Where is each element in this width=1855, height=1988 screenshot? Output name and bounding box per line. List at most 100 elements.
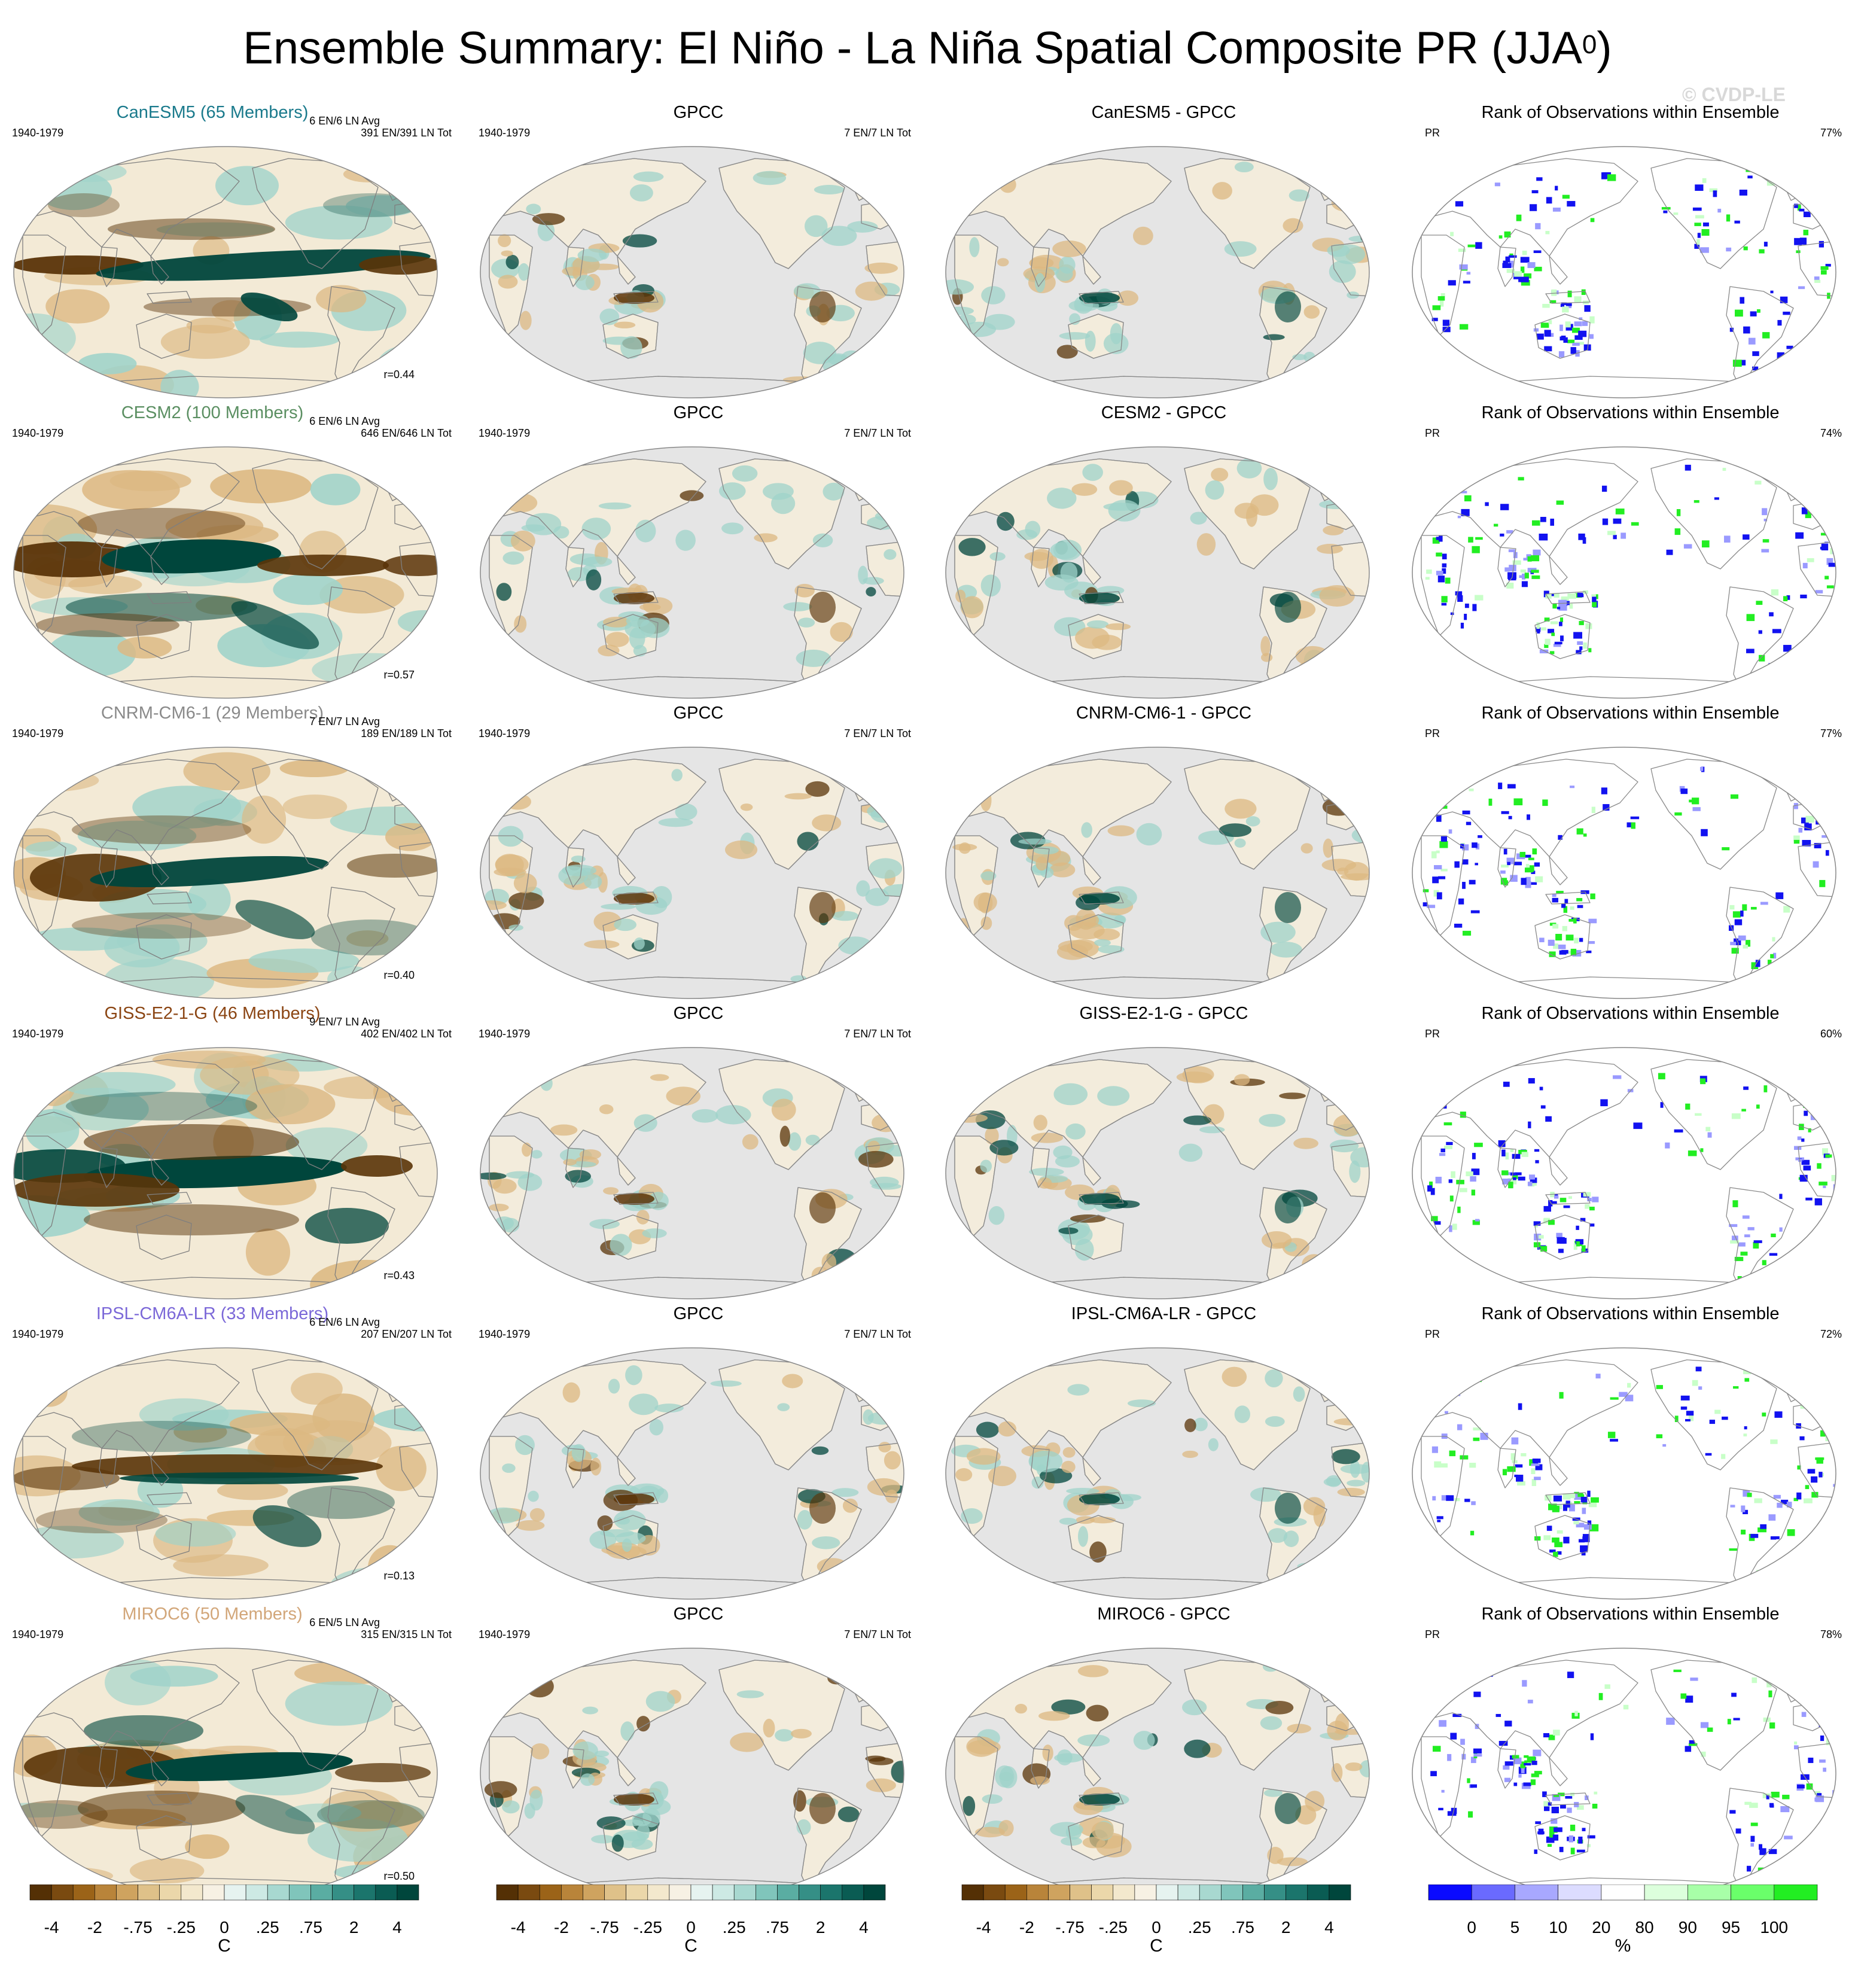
rank-percent: 78% [1820, 1628, 1842, 1640]
rank-cell [1631, 822, 1635, 829]
rank-cell [1732, 1200, 1738, 1207]
rank-cell [1506, 857, 1515, 863]
coastline-indonesia [147, 1792, 192, 1806]
map-border [13, 146, 438, 398]
rank-cell [1543, 1205, 1551, 1212]
coastline-india [99, 1448, 118, 1488]
rank-cell [1474, 472, 1478, 478]
rank-cell [1569, 603, 1573, 609]
rank-cell [1741, 1109, 1746, 1112]
rank-cell [1561, 903, 1566, 908]
obs-count-tot: 7 EN/7 LN Tot [844, 127, 911, 139]
rank-cell [1771, 589, 1779, 596]
rank-cell [1588, 941, 1595, 944]
land-anomaly [581, 556, 613, 567]
rank-cell [1709, 1420, 1716, 1424]
rank-cell [1432, 305, 1441, 310]
land-anomaly [845, 981, 862, 988]
land-anomaly [1287, 1724, 1312, 1734]
rank-cell [1570, 786, 1575, 788]
rank-cell [1743, 945, 1749, 949]
coastline-indonesia [147, 1492, 192, 1505]
rank-cell [1427, 905, 1436, 908]
rank-cell [1459, 324, 1469, 330]
anomaly-patch [60, 1071, 176, 1097]
coastline-australia [136, 1815, 192, 1861]
colorbar-tick-label: 100 [1760, 1918, 1789, 1937]
rank-panel-title: Rank of Observations within Ensemble [1481, 1004, 1780, 1023]
rank-cell [1722, 1416, 1728, 1420]
rank-cell [1589, 334, 1594, 339]
rank-cell [1701, 540, 1710, 548]
rank-cell [1451, 1171, 1455, 1178]
rank-cell [1729, 327, 1734, 332]
model-map [12, 145, 439, 400]
anomaly-blob [287, 1485, 395, 1519]
land-anomaly [614, 1509, 646, 1530]
rank-cell [1760, 1524, 1767, 1529]
rank-cell [1762, 332, 1770, 339]
rank-cell [1443, 1122, 1452, 1126]
coastline-seasia [1082, 556, 1101, 585]
rank-cell [1730, 942, 1737, 945]
rank-cell [1822, 1109, 1828, 1113]
coastline-seasia [1082, 1757, 1101, 1786]
land-anomaly [598, 644, 620, 657]
anomaly-patch [245, 1228, 291, 1276]
rank-panel: Rank of Observations within Ensemble PR 72… [1399, 1303, 1855, 1604]
land-anomaly [1262, 1661, 1279, 1672]
difference-map [944, 446, 1371, 700]
composite-count-tot: 391 EN/391 LN Tot [361, 127, 452, 139]
rank-cell [1450, 1733, 1457, 1740]
land-anomaly [1260, 653, 1273, 662]
land-anomaly [1349, 1160, 1361, 1183]
rank-cell [1519, 851, 1526, 857]
rank-cell [1762, 508, 1768, 516]
rank-cell [1462, 859, 1469, 865]
rank-cell [1542, 303, 1550, 308]
land-anomaly [521, 524, 546, 532]
anomaly-blob [335, 1763, 431, 1782]
rank-cell [1661, 207, 1671, 210]
land-anomaly [775, 1729, 794, 1742]
rank-cell [1587, 1198, 1592, 1202]
rank-cell [1729, 1224, 1738, 1227]
land-anomaly [847, 221, 878, 233]
rank-cell [1568, 1504, 1575, 1512]
amazon-anomaly [809, 1793, 836, 1824]
panel-row: CESM2 (100 Members) 1940-1979 6 EN/6 LN Av… [0, 402, 1855, 703]
rank-cell [1513, 1782, 1518, 1786]
rank-cell [1519, 575, 1525, 578]
coastline-india [565, 246, 584, 287]
rank-cell [1543, 1801, 1550, 1807]
rank-cell [1545, 1116, 1552, 1122]
difference-panel-title: CESM2 - GPCC [1101, 403, 1227, 422]
coastline-africa [954, 1135, 998, 1237]
rank-cell [1685, 1418, 1690, 1421]
coastline-india [565, 1448, 584, 1488]
land-anomaly [1105, 623, 1131, 631]
rank-cell [1831, 1175, 1836, 1182]
rank-cell [1510, 875, 1518, 882]
rank-cell [1501, 1149, 1506, 1156]
rank-cell [1832, 1422, 1836, 1427]
rank-cell [1729, 1810, 1736, 1814]
rank-cell [1600, 1099, 1608, 1107]
land-anomaly [575, 275, 595, 290]
rank-cell [1752, 351, 1759, 357]
land-anomaly [980, 789, 992, 812]
land-anomaly [1303, 305, 1320, 319]
land-anomaly [516, 1520, 545, 1531]
rank-cell [1559, 617, 1563, 622]
rank-cell [1501, 811, 1509, 814]
rank-cell [1468, 1811, 1473, 1818]
land-anomaly [1265, 1700, 1294, 1715]
rank-cell [1741, 1505, 1746, 1512]
rank-cell [1693, 500, 1699, 503]
land-anomaly [1193, 1417, 1208, 1432]
anomaly-patch [210, 469, 312, 504]
rank-cell [1540, 322, 1549, 328]
rank-cell [1574, 1501, 1580, 1504]
rank-cell [1524, 1755, 1529, 1758]
rank-cell [1573, 917, 1577, 924]
